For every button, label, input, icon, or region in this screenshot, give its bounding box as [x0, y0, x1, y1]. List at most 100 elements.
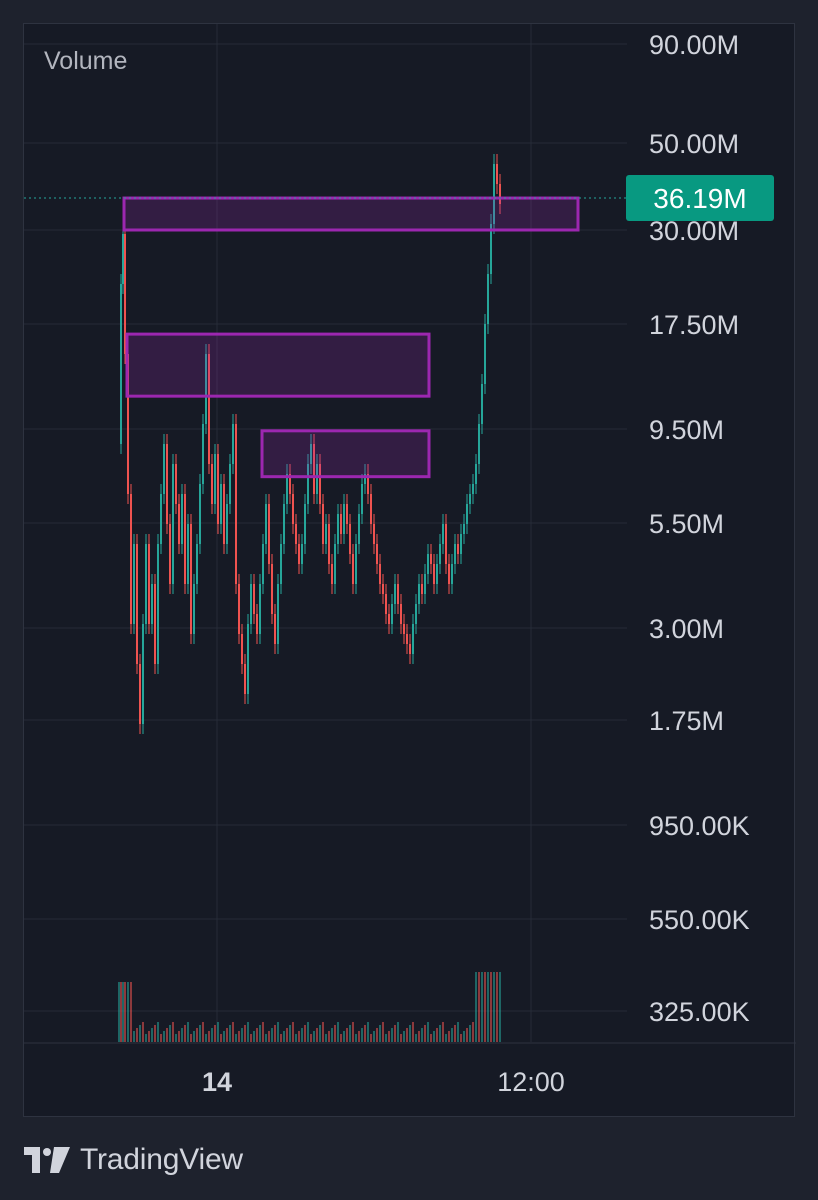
- candle-body: [178, 504, 180, 544]
- volume-bar: [202, 1022, 204, 1042]
- zones: [122, 196, 580, 479]
- candle-body: [439, 544, 441, 564]
- volume-bar: [358, 1031, 360, 1042]
- candle-body: [409, 644, 411, 654]
- candle-body: [493, 164, 495, 224]
- zone-box: [125, 332, 431, 398]
- volume-bar: [331, 1028, 333, 1042]
- candle-body: [292, 494, 294, 524]
- volume-bar: [370, 1034, 372, 1042]
- candle-body: [301, 544, 303, 564]
- candle-body: [376, 544, 378, 564]
- candle-body: [139, 664, 141, 724]
- candle-body: [163, 444, 165, 494]
- candle-body: [205, 354, 207, 424]
- candle-body: [355, 544, 357, 584]
- volume-bar: [120, 982, 122, 1042]
- volume-bar: [409, 1025, 411, 1042]
- candle-body: [316, 464, 318, 494]
- candle-body: [490, 224, 492, 274]
- volume-bar: [292, 1022, 294, 1042]
- candle-body: [120, 284, 122, 444]
- candle-body: [451, 564, 453, 584]
- volume-bar: [310, 1034, 312, 1042]
- candle-body: [472, 484, 474, 494]
- volume-bar: [412, 1022, 414, 1042]
- candle-body: [349, 524, 351, 554]
- candle-body: [187, 524, 189, 584]
- volume-bar: [295, 1034, 297, 1042]
- volume-bar: [187, 1022, 189, 1042]
- volume-bar: [127, 982, 129, 1042]
- volume-bar: [328, 1031, 330, 1042]
- volume-bar: [427, 1022, 429, 1042]
- volume-bar: [499, 972, 501, 1042]
- volume-bar: [445, 1034, 447, 1042]
- volume-bar: [199, 1025, 201, 1042]
- volume-bar: [487, 972, 489, 1042]
- volume-bar: [217, 1022, 219, 1042]
- candle-body: [253, 584, 255, 614]
- candle-body: [466, 504, 468, 524]
- volume-bar: [466, 1028, 468, 1042]
- candle-body: [274, 614, 276, 644]
- volume-bar: [250, 1034, 252, 1042]
- candle-body: [181, 494, 183, 544]
- volume-bar: [139, 1025, 141, 1042]
- candle-body: [211, 464, 213, 504]
- y-tick-label: 50.00M: [649, 129, 739, 159]
- volume-bar: [148, 1031, 150, 1042]
- candle-body: [313, 444, 315, 494]
- y-tick-label: 5.50M: [649, 509, 724, 539]
- candle-body: [199, 484, 201, 544]
- y-axis-labels: 90.00M50.00M30.00M17.50M9.50M5.50M3.00M1…: [649, 30, 750, 1027]
- volume-bar: [280, 1034, 282, 1042]
- candle-body: [487, 274, 489, 324]
- volume-bar: [469, 1025, 471, 1042]
- candle-body: [127, 354, 129, 494]
- volume-bar: [307, 1022, 309, 1042]
- candle-body: [388, 614, 390, 624]
- volume-bar: [376, 1028, 378, 1042]
- volume-bar: [283, 1031, 285, 1042]
- candle-body: [436, 564, 438, 584]
- volume-bar: [394, 1025, 396, 1042]
- candle-body: [364, 474, 366, 484]
- volume-bar: [229, 1025, 231, 1042]
- volume-bar: [163, 1031, 165, 1042]
- volume-bar: [313, 1031, 315, 1042]
- volume-chart[interactable]: 90.00M50.00M30.00M17.50M9.50M5.50M3.00M1…: [24, 24, 796, 1118]
- volume-bar: [382, 1022, 384, 1042]
- volume-bar: [286, 1028, 288, 1042]
- candle-body: [226, 504, 228, 544]
- zone-box: [260, 429, 431, 479]
- candle-body: [241, 634, 243, 664]
- volume-bar: [154, 1025, 156, 1042]
- candle-body: [406, 634, 408, 644]
- candle-body: [328, 524, 330, 564]
- volume-bar: [235, 1034, 237, 1042]
- volume-bar: [385, 1034, 387, 1042]
- volume-bar: [349, 1025, 351, 1042]
- candle-body: [145, 544, 147, 624]
- candle-body: [343, 504, 345, 534]
- volume-bar: [352, 1022, 354, 1042]
- candle-body: [481, 384, 483, 424]
- volume-bar: [196, 1028, 198, 1042]
- volume-bar: [379, 1025, 381, 1042]
- candle-body: [454, 544, 456, 564]
- volume-bar: [142, 1022, 144, 1042]
- candle-body: [232, 424, 234, 464]
- volume-bar: [478, 972, 480, 1042]
- volume-bar: [301, 1028, 303, 1042]
- candle-body: [427, 554, 429, 574]
- candle-body: [175, 464, 177, 504]
- volume-bar: [415, 1034, 417, 1042]
- volume-bar: [316, 1028, 318, 1042]
- candle-body: [385, 594, 387, 614]
- volume-bar: [340, 1034, 342, 1042]
- candle-body: [202, 424, 204, 484]
- candle-body: [247, 624, 249, 694]
- candle-body: [283, 504, 285, 544]
- candle-body: [184, 494, 186, 584]
